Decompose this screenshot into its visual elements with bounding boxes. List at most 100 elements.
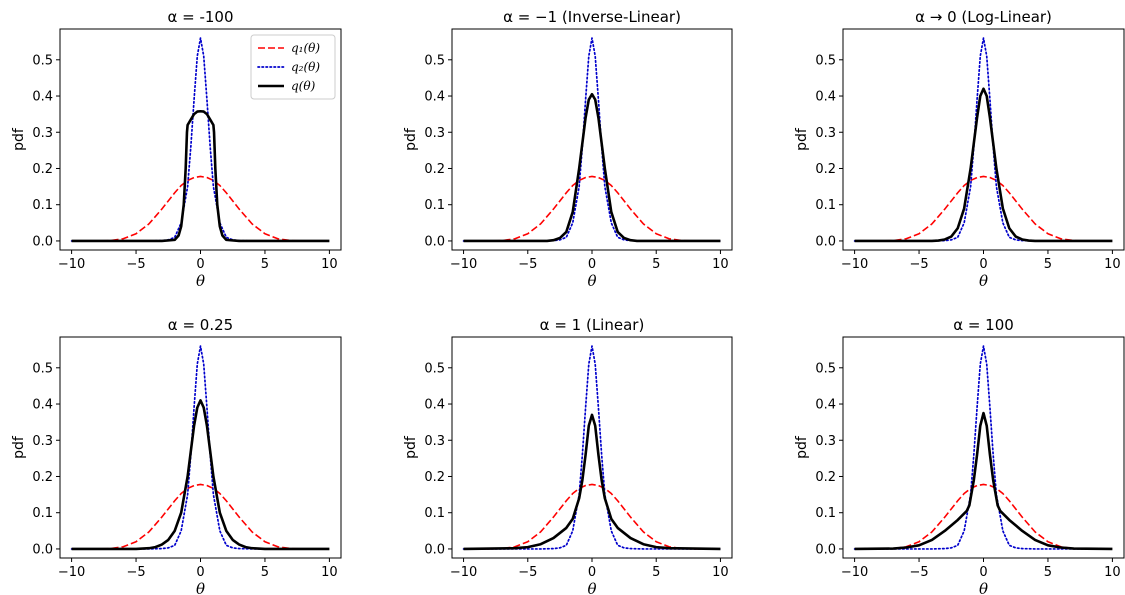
chart-1-y-tick-label: 0.3 (424, 126, 445, 141)
chart-4-title: α = 1 (Linear) (540, 316, 645, 334)
chart-0-x-tick-label: −5 (126, 257, 145, 272)
chart-5-x-tick-label: 5 (1044, 565, 1052, 580)
chart-2-plot-frame (842, 28, 1125, 251)
chart-0-y-tick-label: 0.1 (32, 198, 53, 213)
chart-4-y-tick-label: 0.1 (424, 506, 445, 521)
chart-1-y-tick-label: 0.1 (424, 198, 445, 213)
chart-2-y-tick-label: 0.5 (815, 53, 836, 68)
chart-5-y-tick-label: 0.1 (815, 506, 836, 521)
chart-1-x-tick-label: −5 (518, 257, 537, 272)
chart-0-x-tick-label: 10 (321, 257, 338, 272)
chart-1-y-tick-label: 0.4 (424, 90, 445, 105)
chart-4-y-tick-label: 0.0 (424, 542, 445, 557)
chart-5-x-axis-label: θ (979, 580, 988, 595)
chart-5-series-q1-line (854, 483, 1113, 550)
panel-alpha-100: −10 −5 0 5 10 0.0 0.1 0.2 0.3 0.4 0.5 α = 100 θ pdf (794, 316, 1125, 595)
chart-3-x-tick-label: 10 (321, 565, 338, 580)
chart-4-series-q2-line (462, 345, 722, 550)
chart-1-x-tick-label: 10 (712, 257, 729, 272)
chart-0-legend: q₁(θ) q₂(θ) q(θ) (250, 34, 336, 100)
chart-0-x-tick-label: 5 (261, 257, 269, 272)
chart-1-x-tick-label: 5 (652, 257, 660, 272)
panel-alpha-0-25: −10 −5 0 5 10 0.0 0.1 0.2 0.3 0.4 0.5 α = 0.25 θ pdf (11, 316, 342, 595)
chart-2-x-tick-label: 10 (1104, 257, 1121, 272)
chart-3-title: α = 0.25 (168, 316, 233, 334)
chart-2-x-tick-label: −5 (909, 257, 928, 272)
chart-5-x-tick-label: 0 (979, 565, 987, 580)
chart-5-x-tick-label: −5 (909, 565, 928, 580)
chart-0-x-tick-label: −10 (58, 257, 85, 272)
chart-3-x-tick-label: 0 (196, 565, 204, 580)
chart-4-y-tick-label: 0.4 (424, 398, 445, 413)
chart-0-y-axis-label: pdf (11, 127, 27, 151)
chart-2-y-tick-label: 0.1 (815, 198, 836, 213)
chart-1-y-tick-label: 0.2 (424, 162, 445, 177)
chart-0-y-tick-label: 0.2 (32, 162, 53, 177)
chart-3-series-q1-line (71, 483, 330, 550)
chart-4-y-axis-label: pdf (403, 435, 419, 459)
chart-2-y-axis-label: pdf (794, 127, 810, 151)
chart-3-y-tick-label: 0.4 (32, 398, 53, 413)
chart-5-y-tick-label: 0.4 (815, 398, 836, 413)
chart-3-y-tick-label: 0.2 (32, 470, 53, 485)
panel-alpha-to-0: −10 −5 0 5 10 0.0 0.1 0.2 0.3 0.4 0.5 α → 0 (Log-Li… (794, 8, 1125, 290)
chart-0-y-tick-label: 0.0 (32, 234, 53, 249)
chart-1-x-tick-label: 0 (588, 257, 596, 272)
panel-alpha-1: −10 −5 0 5 10 0.0 0.1 0.2 0.3 0.4 0.5 α = 1 (Linear… (403, 316, 733, 595)
chart-3-y-tick-label: 0.1 (32, 506, 53, 521)
chart-3-y-axis-label: pdf (11, 435, 27, 459)
chart-2-title: α → 0 (Log-Linear) (915, 8, 1052, 26)
chart-3-x-tick-label: 5 (261, 565, 269, 580)
chart-4-y-tick-label: 0.5 (424, 361, 445, 376)
chart-4-y-tick-label: 0.3 (424, 434, 445, 449)
chart-4-plot-frame (451, 336, 733, 559)
chart-1-plot-frame (451, 28, 733, 251)
chart-0-title: α = -100 (167, 8, 233, 26)
chart-3-x-tick-label: −10 (58, 565, 85, 580)
chart-2-x-tick-label: 0 (979, 257, 987, 272)
chart-1-title: α = −1 (Inverse-Linear) (503, 8, 681, 26)
chart-4-x-tick-label: 0 (588, 565, 596, 580)
chart-1-y-tick-label: 0.0 (424, 234, 445, 249)
chart-2-series-q2-line (853, 37, 1114, 242)
chart-3-y-tick-label: 0.0 (32, 542, 53, 557)
chart-4-x-tick-label: 10 (712, 565, 729, 580)
chart-2-x-tick-label: 5 (1044, 257, 1052, 272)
chart-3-series-q2-line (70, 345, 331, 550)
chart-0-y-tick-label: 0.4 (32, 90, 53, 105)
chart-3-series-q-line (71, 399, 330, 551)
chart-5-y-axis-label: pdf (794, 435, 810, 459)
chart-4-series-q-line (463, 413, 721, 551)
chart-4-x-axis-label: θ (587, 580, 596, 595)
chart-0-x-axis-label: θ (196, 272, 205, 290)
chart-2-x-tick-label: −10 (841, 257, 868, 272)
chart-3-x-axis-label: θ (196, 580, 205, 595)
chart-5-x-tick-label: −10 (841, 565, 868, 580)
chart-1-y-axis-label: pdf (403, 127, 419, 151)
chart-0-legend-label-q: q(θ) (291, 79, 316, 93)
chart-5-y-tick-label: 0.3 (815, 434, 836, 449)
chart-2-series-q-line (854, 87, 1113, 243)
chart-5-series-q-line (854, 411, 1113, 551)
chart-4-x-tick-label: 5 (652, 565, 660, 580)
chart-2-y-tick-label: 0.3 (815, 126, 836, 141)
chart-0-x-tick-label: 0 (196, 257, 204, 272)
chart-0-y-tick-label: 0.3 (32, 126, 53, 141)
chart-5-y-tick-label: 0.2 (815, 470, 836, 485)
chart-3-plot-frame (59, 336, 342, 559)
chart-1-x-tick-label: −10 (450, 257, 477, 272)
chart-2-x-axis-label: θ (979, 272, 988, 290)
chart-3-x-tick-label: −5 (126, 565, 145, 580)
chart-4-x-tick-label: −10 (450, 565, 477, 580)
chart-0-series-q-line (71, 109, 330, 243)
chart-0-legend-box (250, 34, 336, 100)
chart-1-x-axis-label: θ (587, 272, 596, 290)
chart-5-series-q2-line (853, 345, 1114, 550)
chart-2-y-tick-label: 0.4 (815, 90, 836, 105)
chart-5-plot-frame (842, 336, 1125, 559)
chart-2-y-tick-label: 0.2 (815, 162, 836, 177)
chart-0-y-tick-label: 0.5 (32, 53, 53, 68)
chart-2-y-tick-label: 0.0 (815, 234, 836, 249)
chart-2-series-q1-line (854, 175, 1113, 242)
